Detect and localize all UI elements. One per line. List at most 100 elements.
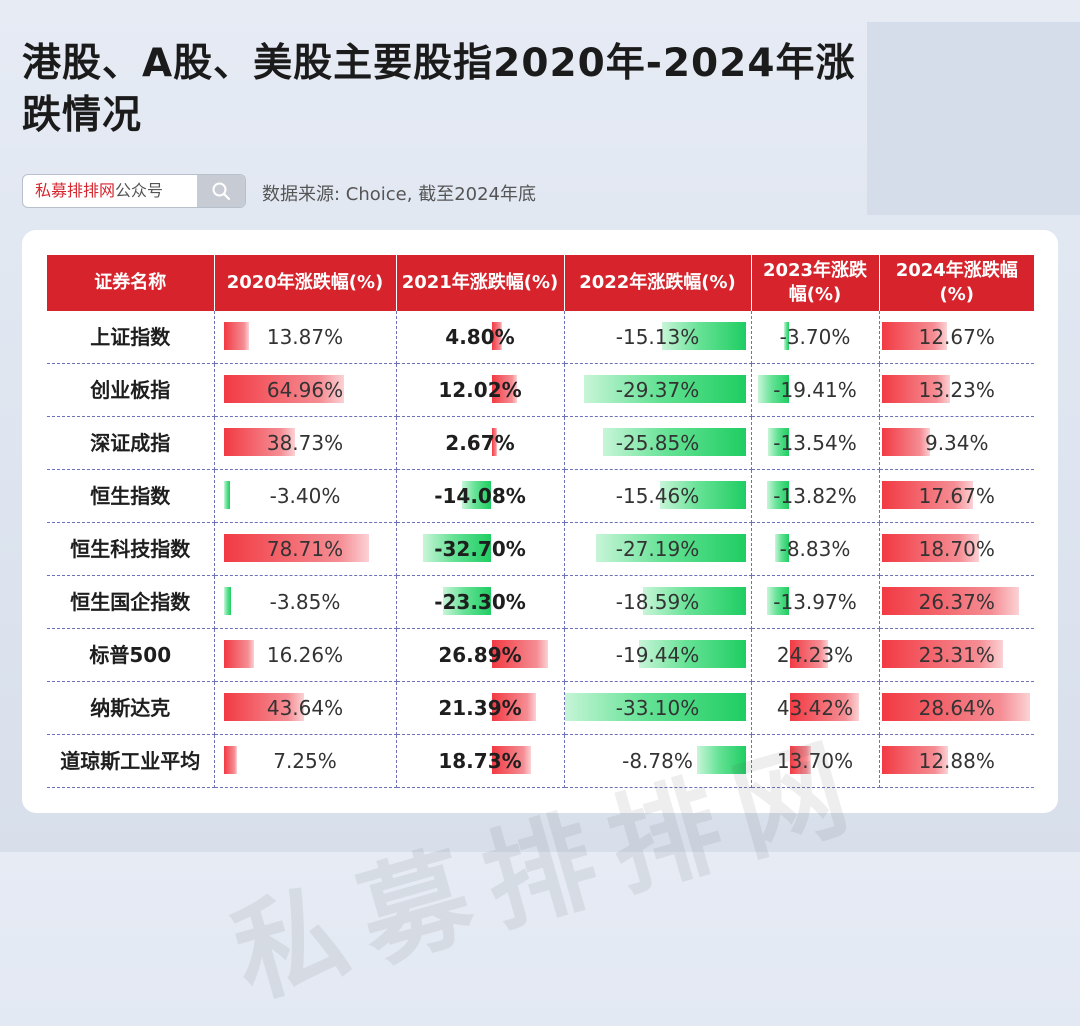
return-cell: -13.54% (751, 416, 880, 471)
return-cell: 26.37% (879, 575, 1034, 630)
security-name: 恒生国企指数 (47, 575, 215, 630)
return-bar (767, 481, 790, 510)
return-value: -23.30% (434, 590, 526, 615)
security-name: 纳斯达克 (47, 681, 215, 735)
return-value: 12.88% (918, 749, 995, 773)
return-bar (881, 587, 1019, 616)
return-bar (491, 375, 517, 404)
return-bar (223, 587, 231, 616)
return-bar (643, 587, 746, 616)
return-bar (223, 534, 370, 563)
return-cell: -13.97% (751, 575, 880, 630)
table-header-row: 证券名称 2020年涨跌幅(%) 2021年涨跌幅(%) 2022年涨跌幅(%) 202… (47, 255, 1034, 311)
search-button[interactable] (197, 175, 245, 207)
return-bar (491, 693, 537, 722)
return-bar (603, 428, 746, 457)
return-value: -33.10% (615, 696, 700, 721)
return-value: 38.73% (266, 431, 344, 456)
return-cell: 38.73% (214, 416, 397, 471)
table-row: 上证指数 13.87% 4.80% -15.13% -3.70% 12.67% (47, 311, 1034, 365)
security-name: 上证指数 (47, 311, 215, 365)
return-cell: 18.73% (396, 734, 565, 788)
return-bar (491, 640, 548, 669)
return-bar (638, 640, 746, 669)
return-bar (881, 375, 951, 404)
search-icon (212, 182, 231, 201)
return-value: -8.78% (622, 749, 693, 773)
return-value: 12.02% (438, 378, 522, 403)
return-bar (783, 322, 790, 350)
return-bar (881, 481, 974, 510)
return-value: -14.08% (434, 484, 526, 509)
return-value: 13.70% (776, 749, 854, 773)
return-cell: 21.39% (396, 681, 565, 735)
return-value: -3.70% (779, 325, 851, 350)
brand-suffix: 公众号 (115, 181, 164, 200)
return-bar (789, 640, 829, 669)
return-value: -29.37% (615, 378, 700, 403)
return-value: -8.83% (779, 537, 851, 562)
return-bar (881, 640, 1003, 669)
return-bar (775, 534, 790, 563)
return-value: -32.70% (434, 537, 526, 562)
header-security-name: 证券名称 (47, 255, 215, 311)
return-bar (767, 428, 790, 457)
return-value: 17.67% (918, 484, 995, 509)
return-cell: -32.70% (396, 522, 565, 577)
return-bar (767, 587, 790, 616)
return-bar (789, 693, 859, 722)
return-bar (223, 481, 230, 510)
return-cell: -29.37% (564, 363, 752, 418)
return-cell: -23.30% (396, 575, 565, 630)
return-value: 7.25% (273, 749, 337, 773)
return-bar (223, 375, 344, 404)
search-placeholder: 私募排排网公众号 (35, 175, 163, 207)
return-cell: 4.80% (396, 311, 565, 365)
return-cell: -25.85% (564, 416, 752, 471)
return-cell: 13.87% (214, 311, 397, 365)
table-card: 证券名称 2020年涨跌幅(%) 2021年涨跌幅(%) 2022年涨跌幅(%) 202… (22, 230, 1058, 1021)
return-cell: -3.40% (214, 469, 397, 524)
return-cell: 43.42% (751, 681, 880, 735)
table-row: 深证成指 38.73% 2.67% -25.85% -13.54% 9.34% (47, 416, 1034, 471)
return-bar (881, 693, 1031, 722)
return-value: 26.37% (918, 590, 995, 615)
security-name: 恒生指数 (47, 469, 215, 524)
header-col-3: 2022年涨跌幅(%) (564, 255, 752, 311)
return-cell: 13.70% (751, 734, 880, 788)
return-value: 24.23% (776, 643, 854, 668)
return-cell: -14.08% (396, 469, 565, 524)
return-value: -18.59% (615, 590, 700, 615)
return-value: 13.87% (266, 325, 344, 350)
return-bar (442, 587, 492, 616)
return-cell: 2.67% (396, 416, 565, 471)
security-name: 标普500 (47, 628, 215, 683)
return-cell: -3.85% (214, 575, 397, 630)
return-value: 64.96% (266, 378, 344, 403)
return-value: 78.71% (266, 537, 344, 562)
return-cell: 23.31% (879, 628, 1034, 683)
return-value: -15.46% (615, 484, 700, 509)
return-bar (758, 375, 790, 404)
security-name: 创业板指 (47, 363, 215, 418)
return-value: 16.26% (266, 643, 344, 668)
return-bar (223, 428, 296, 457)
return-cell: 64.96% (214, 363, 397, 418)
return-bar (660, 481, 746, 510)
header-col-5: 2024年涨跌幅(%) (879, 255, 1034, 311)
return-bar (491, 746, 531, 774)
return-bar (881, 322, 948, 350)
return-bar (881, 534, 979, 563)
return-cell: -19.44% (564, 628, 752, 683)
header-col-2: 2021年涨跌幅(%) (396, 255, 565, 311)
return-value: 12.67% (918, 325, 995, 350)
search-box[interactable]: 私募排排网公众号 (22, 174, 246, 208)
return-bar (697, 746, 746, 774)
return-cell: -13.82% (751, 469, 880, 524)
table-row: 恒生国企指数 -3.85% -23.30% -18.59% -13.97% 26.37% (47, 575, 1034, 630)
return-value: 21.39% (438, 696, 522, 721)
return-cell: -33.10% (564, 681, 752, 735)
return-cell: 9.34% (879, 416, 1034, 471)
return-cell: 17.67% (879, 469, 1034, 524)
table-row: 纳斯达克 43.64% 21.39% -33.10% 43.42% 28.64% (47, 681, 1034, 735)
